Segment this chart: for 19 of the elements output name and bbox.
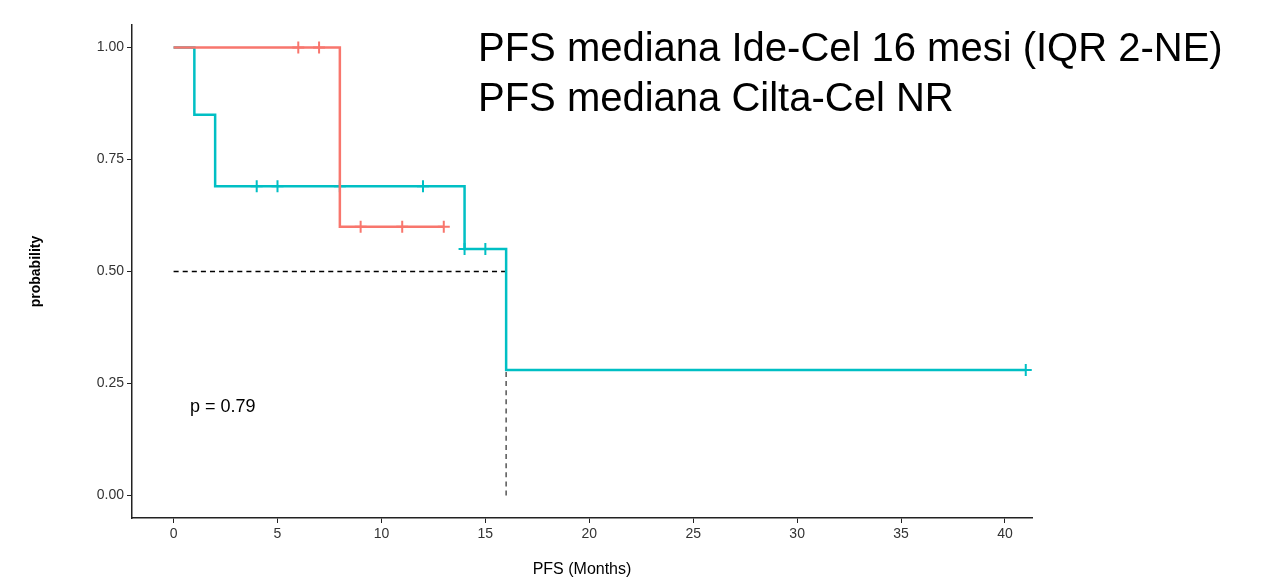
x-tick-label: 30 [789, 525, 806, 542]
x-tick-label: 5 [273, 525, 282, 542]
x-tick-label: 0 [169, 525, 178, 542]
chart-title: PFS mediana Ide-Cel 16 mesi (IQR 2-NE) [478, 24, 1223, 71]
y-tick-label: 0.00 [96, 486, 125, 503]
x-axis-title: PFS (Months) [532, 559, 632, 577]
y-tick-label: 0.50 [96, 262, 125, 279]
x-tick-label: 35 [893, 525, 910, 542]
x-tick-label: 20 [581, 525, 598, 542]
y-tick-label: 0.25 [96, 374, 125, 391]
text: PFS mediana Cilta-Cel NR [478, 74, 955, 121]
x-tick-label: 40 [997, 525, 1013, 542]
x-tick-label: 25 [685, 525, 702, 542]
x-tick-label: 15 [477, 525, 494, 542]
x-tick-label: 10 [373, 525, 390, 542]
y-tick-label: 0.75 [96, 150, 125, 167]
y-tick-label: 1.00 [96, 38, 125, 55]
y-axis-title: probability [27, 235, 44, 308]
annotation: p = 0.79 [190, 395, 256, 416]
